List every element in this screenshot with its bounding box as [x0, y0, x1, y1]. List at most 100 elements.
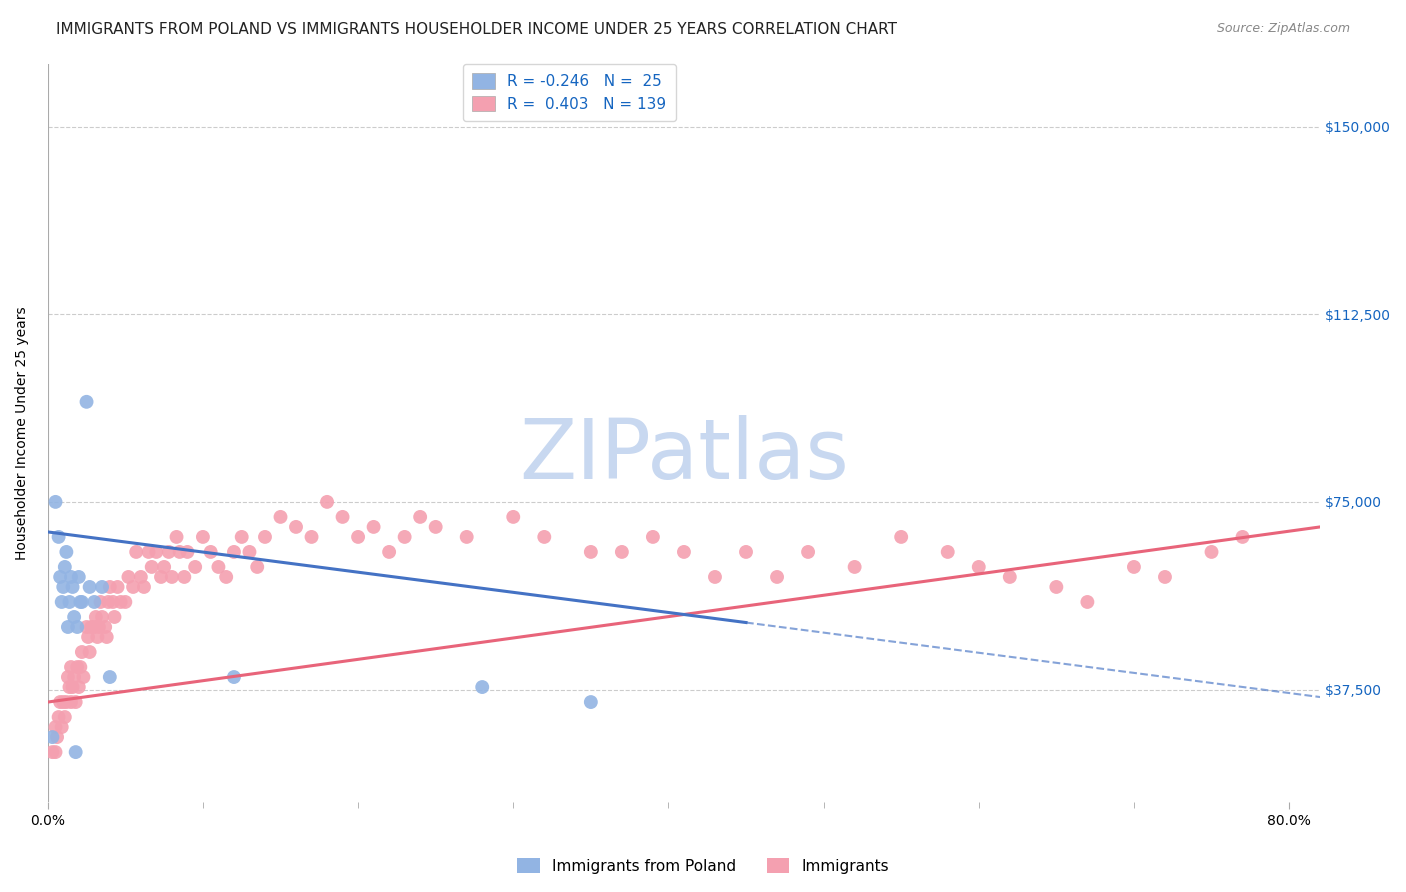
Point: [53, 560, 76, 574]
Point: [270, 509, 292, 524]
Point: [52, 580, 75, 594]
Point: [425, 520, 447, 534]
Point: [48, 530, 70, 544]
Point: [83, 595, 105, 609]
Point: [704, 570, 727, 584]
Point: [56, 670, 79, 684]
Point: [122, 580, 145, 594]
Text: ZIPatlas: ZIPatlas: [519, 415, 849, 496]
Point: [215, 570, 238, 584]
Point: [967, 560, 990, 574]
Point: [641, 530, 664, 544]
Point: [766, 570, 789, 584]
Point: [101, 595, 124, 609]
Point: [60, 660, 83, 674]
Point: [844, 560, 866, 574]
Point: [610, 545, 633, 559]
Point: [363, 520, 385, 534]
Point: [63, 670, 86, 684]
Point: [62, 580, 84, 594]
Point: [129, 570, 152, 584]
Point: [91, 610, 114, 624]
Point: [471, 680, 494, 694]
Point: [316, 495, 339, 509]
Point: [87, 620, 110, 634]
Point: [998, 570, 1021, 584]
Point: [41, 745, 63, 759]
Point: [67, 680, 90, 694]
Point: [409, 509, 432, 524]
Point: [150, 570, 173, 584]
Point: [173, 570, 195, 584]
Point: [94, 620, 117, 634]
Point: [86, 630, 108, 644]
Point: [672, 545, 695, 559]
Point: [96, 630, 118, 644]
Point: [238, 545, 260, 559]
Point: [41, 730, 63, 744]
Point: [89, 595, 111, 609]
Point: [191, 530, 214, 544]
Point: [394, 530, 416, 544]
Point: [502, 509, 524, 524]
Point: [246, 560, 269, 574]
Point: [1076, 595, 1098, 609]
Point: [56, 620, 79, 634]
Point: [98, 580, 121, 594]
Point: [46, 730, 69, 744]
Point: [62, 680, 84, 694]
Point: [77, 630, 100, 644]
Point: [60, 570, 83, 584]
Point: [98, 670, 121, 684]
Point: [51, 720, 73, 734]
Point: [83, 620, 105, 634]
Point: [79, 580, 101, 594]
Point: [153, 560, 176, 574]
Point: [65, 745, 87, 759]
Point: [222, 545, 245, 559]
Point: [936, 545, 959, 559]
Point: [52, 695, 75, 709]
Point: [60, 695, 83, 709]
Legend: R = -0.246   N =  25, R =  0.403   N = 139: R = -0.246 N = 25, R = 0.403 N = 139: [463, 64, 676, 120]
Point: [253, 530, 276, 544]
Point: [44, 495, 66, 509]
Point: [797, 545, 820, 559]
Point: [141, 560, 163, 574]
Point: [160, 570, 183, 584]
Point: [53, 710, 76, 724]
Point: [103, 610, 125, 624]
Point: [97, 595, 120, 609]
Point: [1201, 545, 1223, 559]
Point: [58, 680, 80, 694]
Point: [63, 610, 86, 624]
Point: [80, 620, 103, 634]
Point: [125, 545, 148, 559]
Point: [1122, 560, 1144, 574]
Point: [176, 545, 198, 559]
Point: [69, 660, 91, 674]
Point: [69, 595, 91, 609]
Point: [49, 695, 72, 709]
Text: Source: ZipAtlas.com: Source: ZipAtlas.com: [1216, 22, 1350, 36]
Point: [66, 660, 89, 674]
Y-axis label: Householder Income Under 25 years: Householder Income Under 25 years: [15, 306, 30, 560]
Point: [72, 670, 94, 684]
Point: [55, 545, 77, 559]
Point: [200, 545, 222, 559]
Point: [44, 720, 66, 734]
Text: IMMIGRANTS FROM POLAND VS IMMIGRANTS HOUSEHOLDER INCOME UNDER 25 YEARS CORRELATI: IMMIGRANTS FROM POLAND VS IMMIGRANTS HOU…: [56, 22, 897, 37]
Point: [1154, 570, 1177, 584]
Point: [890, 530, 912, 544]
Point: [65, 695, 87, 709]
Point: [48, 710, 70, 724]
Point: [533, 530, 555, 544]
Point: [117, 570, 139, 584]
Point: [84, 610, 107, 624]
Point: [207, 560, 229, 574]
Point: [157, 545, 180, 559]
Point: [735, 545, 758, 559]
Point: [231, 530, 253, 544]
Point: [222, 670, 245, 684]
Point: [70, 595, 93, 609]
